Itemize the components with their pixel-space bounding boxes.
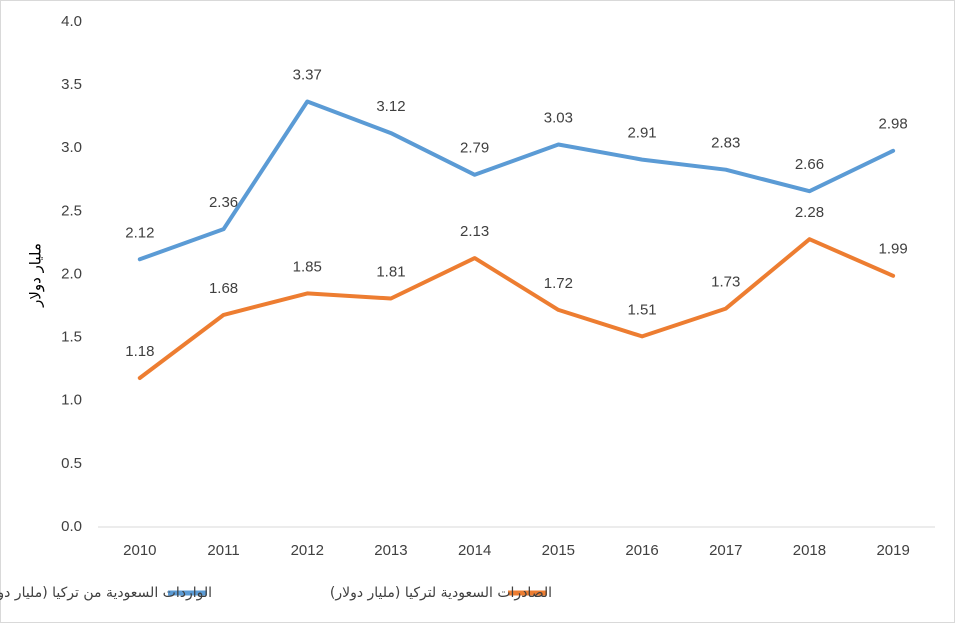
data-label: 3.12 [376,98,405,115]
data-label: 2.66 [795,156,824,173]
y-axis-ticks: 0.0 0.5 1.0 1.5 2.0 2.5 3.0 3.5 4.0 [61,13,82,535]
data-label: 1.85 [293,258,322,275]
data-label: 1.81 [376,263,405,280]
series-lines [137,99,896,380]
y-tick-label: 3.5 [61,76,82,93]
data-label: 1.18 [125,343,154,360]
data-label: 2.28 [795,204,824,221]
data-label: 1.68 [209,280,238,297]
x-tick-label: 2016 [625,542,658,559]
legend: الواردات السعودية من تركيا (مليار دولار)… [0,585,552,601]
y-tick-label: 3.0 [61,139,82,156]
data-label: 2.91 [627,125,656,142]
data-label: 1.99 [879,241,908,258]
x-tick-label: 2010 [123,542,156,559]
data-label: 3.03 [544,109,573,126]
series-line-exports [137,237,896,380]
y-tick-label: 1.0 [61,392,82,409]
y-tick-label: 0.0 [61,518,82,535]
y-tick-label: 4.0 [61,13,82,30]
data-label: 2.36 [209,194,238,211]
y-tick-label: 1.5 [61,329,82,346]
data-label: 1.51 [627,301,656,318]
x-tick-label: 2015 [542,542,575,559]
x-tick-label: 2011 [207,542,239,559]
x-tick-label: 2019 [876,542,909,559]
data-label: 2.12 [125,224,154,241]
y-tick-label: 2.5 [61,202,82,219]
legend-label-imports: الواردات السعودية من تركيا (مليار دولار) [0,585,212,601]
data-label: 1.73 [711,274,740,291]
data-label: 2.79 [460,140,489,157]
x-tick-label: 2014 [458,542,491,559]
y-tick-label: 0.5 [61,455,82,472]
y-tick-label: 2.0 [61,265,82,282]
x-tick-label: 2018 [793,542,826,559]
x-tick-label: 2013 [374,542,407,559]
data-label: 1.72 [544,275,573,292]
x-tick-label: 2012 [291,542,324,559]
data-labels: 2.12 2.36 3.37 3.12 2.79 3.03 2.91 2.83 2.66 2.98… [125,67,908,360]
data-label: 2.13 [460,223,489,240]
x-tick-label: 2017 [709,542,742,559]
y-axis-label: مليار دولار [27,243,45,308]
series-line-imports [137,99,896,262]
data-label: 2.83 [711,135,740,152]
legend-label-exports: الصادرات السعودية لتركيا (مليار دولار) [330,585,552,601]
x-axis-ticks: 2010 2011 2012 2013 2014 2015 2016 2017 2018 2019 [123,542,910,559]
data-label: 2.98 [879,116,908,133]
data-label: 3.37 [293,67,322,84]
